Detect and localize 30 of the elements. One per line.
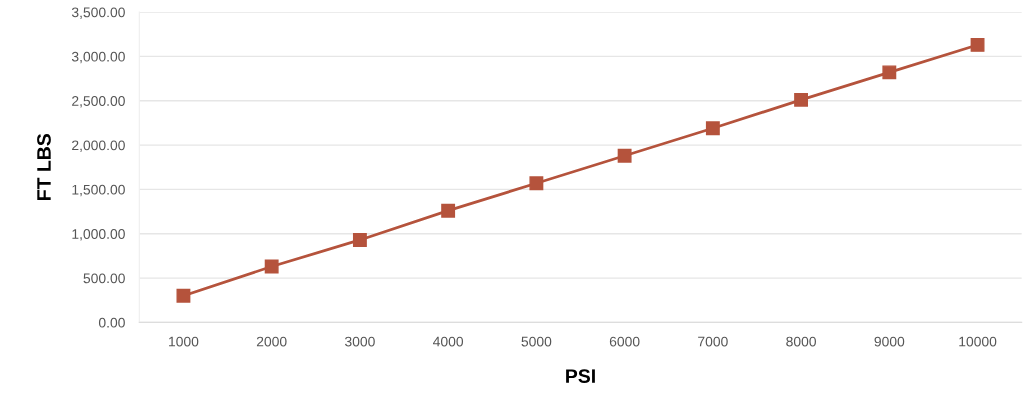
point [352,233,367,247]
point [794,92,809,107]
x-tick-label: 2000 [256,336,287,347]
y-axis-title: FT LBS [37,133,51,200]
y-tick-label: 3,000.00 [71,51,125,64]
x-tick-label: 5000 [521,336,552,347]
x-tick-label: 3000 [344,336,375,347]
y-tick-label: 1,000.00 [72,229,125,241]
point [617,148,632,163]
y-tick-label: 1,500.00 [72,184,125,197]
point [529,176,544,191]
x-tick-label: 1000 [169,336,199,347]
point [882,65,897,80]
y-tick-label: 0.00 [98,317,125,328]
y-tick-label: 3,500.00 [71,7,125,19]
point [705,121,720,136]
point [970,37,985,52]
x-tick-label: 10000 [959,336,997,347]
point [441,203,456,218]
y-tick-label: 500.00 [83,273,125,284]
x-axis-title: PSI [566,369,595,383]
y-tick-label: 2,000.00 [72,140,125,152]
point [264,259,279,274]
x-tick-label: 7000 [698,336,728,347]
point [176,288,191,303]
y-tick-label: 2,500.00 [72,96,125,108]
x-tick-label: 4000 [433,336,464,347]
x-tick-label: 6000 [609,336,640,347]
x-tick-label: 8000 [786,336,816,347]
x-tick-label: 9000 [874,336,905,347]
